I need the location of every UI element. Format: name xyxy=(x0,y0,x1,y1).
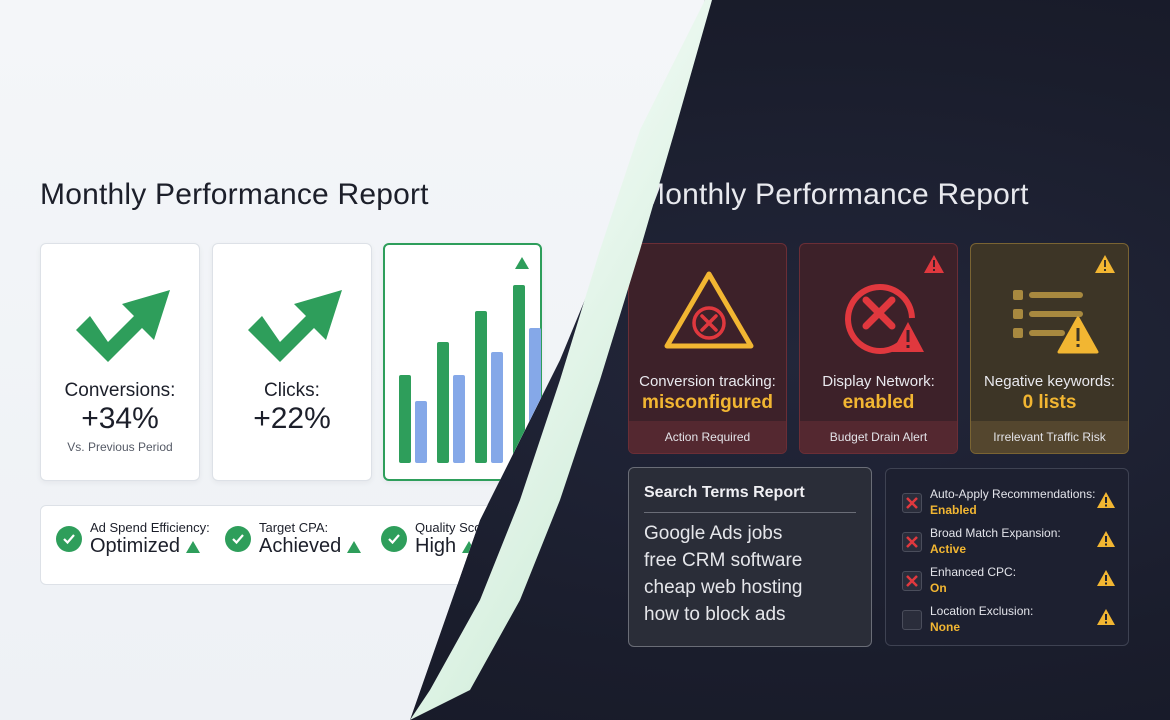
page-title: Monthly Performance Report xyxy=(40,178,429,211)
x-mark-icon xyxy=(906,536,918,548)
dark-page-title: Monthly Performance Report xyxy=(640,178,1029,211)
alert-value: enabled xyxy=(842,392,915,413)
warning-triangle-x-icon xyxy=(664,271,754,349)
setting-label: Enhanced CPC: xyxy=(930,565,1017,579)
alert-card-conversion-tracking[interactable]: Conversion tracking: misconfigured Actio… xyxy=(628,243,787,454)
bar xyxy=(453,375,465,463)
setting-checkbox[interactable] xyxy=(902,532,922,552)
setting-label: Auto-Apply Recommendations: xyxy=(930,487,1096,501)
warning-icon xyxy=(1097,609,1115,625)
list-warning-icon xyxy=(1013,290,1099,354)
alert-card-display-network[interactable]: Display Network: enabled Budget Drain Al… xyxy=(799,243,958,454)
warning-icon xyxy=(1097,531,1115,547)
alert-label: Display Network: xyxy=(822,373,935,390)
metric-value: +34% xyxy=(81,402,159,435)
setting-row-location-exclusion[interactable]: Location Exclusion: None xyxy=(902,604,1118,640)
bar xyxy=(491,352,503,463)
metric-subtext: Vs. Previous Period xyxy=(67,440,173,454)
circle-x-warning-icon xyxy=(845,284,924,354)
metric-label: Clicks: xyxy=(264,380,320,401)
setting-label: Broad Match Expansion: xyxy=(930,526,1061,540)
alert-footer: Action Required xyxy=(629,421,786,453)
bar-chart xyxy=(399,285,541,463)
setting-row-broad-match[interactable]: Broad Match Expansion: Active xyxy=(902,526,1118,562)
alert-card-negative-keywords[interactable]: Negative keywords: 0 lists Irrelevant Tr… xyxy=(970,243,1129,454)
trend-up-arrow-icon xyxy=(76,290,170,362)
setting-checkbox[interactable] xyxy=(902,610,922,630)
status-ad-spend-efficiency: Ad Spend Efficiency: Optimized xyxy=(56,520,210,558)
alert-value: 0 lists xyxy=(1022,392,1077,413)
search-terms-panel: Search Terms Report Google Ads jobs free… xyxy=(628,467,872,647)
x-mark-icon xyxy=(906,497,918,509)
bar xyxy=(475,311,487,463)
status-value: High xyxy=(415,535,457,557)
metric-card-clicks[interactable]: Clicks: +22% xyxy=(212,243,372,481)
check-circle-icon xyxy=(381,526,407,552)
trend-up-triangle-icon xyxy=(515,257,529,269)
trend-up-arrow-icon xyxy=(248,290,342,362)
settings-checklist: Auto-Apply Recommendations: Enabled Broa… xyxy=(885,468,1129,646)
status-label: Target CPA: xyxy=(259,520,329,535)
metric-value: +22% xyxy=(253,402,331,435)
divider xyxy=(644,512,856,513)
alert-footer: Irrelevant Traffic Risk xyxy=(971,421,1128,453)
alert-footer: Budget Drain Alert xyxy=(800,421,957,453)
setting-row-auto-apply[interactable]: Auto-Apply Recommendations: Enabled xyxy=(902,487,1118,523)
warning-icon xyxy=(1097,570,1115,586)
setting-row-enhanced-cpc[interactable]: Enhanced CPC: On xyxy=(902,565,1118,601)
warning-badge-icon xyxy=(924,255,944,273)
status-label: Ad Spend Efficiency: xyxy=(90,520,210,535)
bar xyxy=(399,375,411,463)
warning-icon xyxy=(1097,492,1115,508)
setting-checkbox[interactable] xyxy=(902,571,922,591)
search-terms-title: Search Terms Report xyxy=(644,484,805,501)
bar xyxy=(415,401,427,463)
status-target-cpa: Target CPA: Achieved xyxy=(225,520,362,558)
alert-value: misconfigured xyxy=(642,392,773,413)
check-circle-icon xyxy=(225,526,251,552)
bar xyxy=(437,342,449,463)
setting-value: Active xyxy=(930,542,967,556)
search-term[interactable]: cheap web hosting xyxy=(644,577,803,598)
up-triangle-icon xyxy=(186,540,201,553)
search-term[interactable]: how to block ads xyxy=(644,604,786,625)
up-triangle-icon xyxy=(347,540,362,553)
alert-label: Conversion tracking: xyxy=(639,373,776,390)
setting-value: On xyxy=(930,581,947,595)
setting-checkbox[interactable] xyxy=(902,493,922,513)
setting-label: Location Exclusion: xyxy=(930,604,1034,618)
x-mark-icon xyxy=(906,575,918,587)
setting-value: None xyxy=(930,620,960,634)
search-term[interactable]: free CRM software xyxy=(644,550,803,571)
metric-card-conversions[interactable]: Conversions: +34% Vs. Previous Period xyxy=(40,243,200,481)
check-circle-icon xyxy=(56,526,82,552)
alert-label: Negative keywords: xyxy=(984,373,1115,390)
metric-label: Conversions: xyxy=(64,380,176,401)
status-value: Optimized xyxy=(90,535,181,557)
search-term[interactable]: Google Ads jobs xyxy=(644,523,783,544)
warning-badge-icon xyxy=(1095,255,1115,273)
setting-value: Enabled xyxy=(930,503,977,517)
status-value: Achieved xyxy=(259,535,342,557)
